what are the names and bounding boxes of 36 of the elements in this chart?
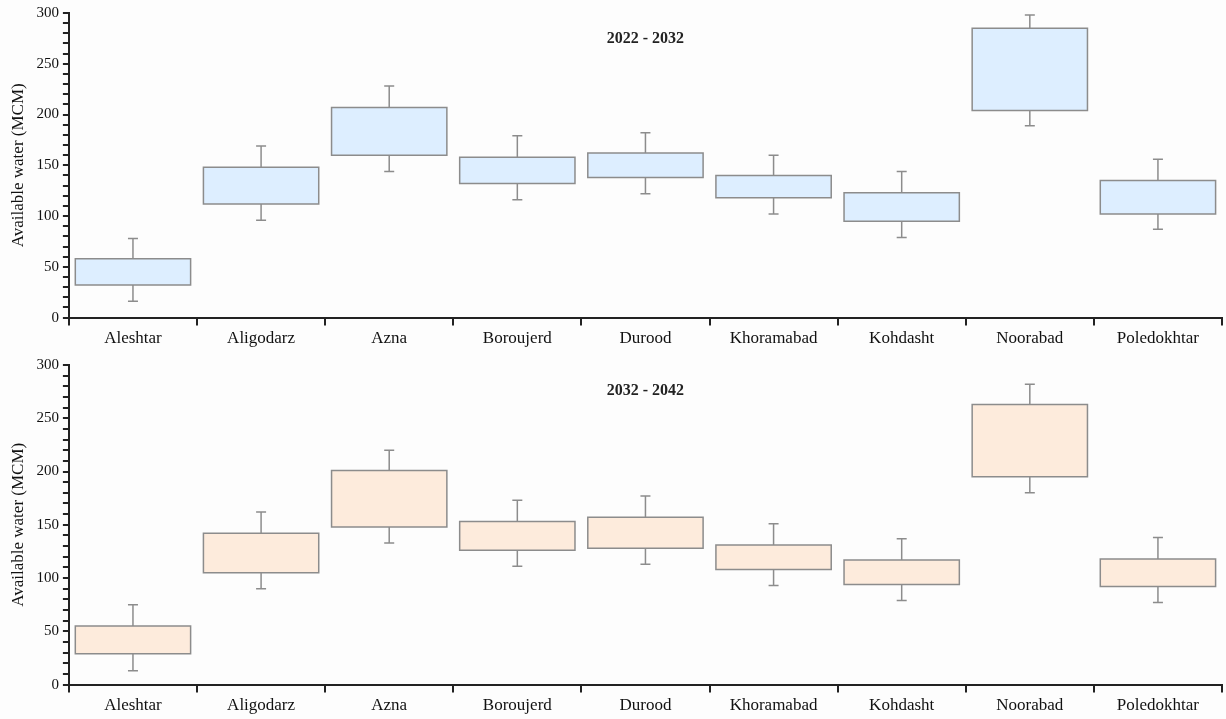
y-tick-label: 50	[43, 622, 59, 639]
y-tick-label: 300	[36, 355, 59, 372]
y-tick-label: 200	[36, 105, 59, 122]
y-tick-label: 100	[36, 569, 59, 585]
y-tick-label: 250	[36, 54, 59, 71]
x-tick-label: Azna	[371, 695, 408, 715]
x-tick-label: Noorabad	[996, 328, 1064, 348]
x-tick-label: Aleshtar	[104, 328, 163, 348]
y-tick-label: 0	[51, 308, 59, 325]
text: 2032 - 2042	[606, 381, 685, 399]
x-tick-label: Khoramabad	[729, 695, 818, 715]
y-axis-title: Available water (MCM)	[7, 83, 27, 248]
y-tick-label: 0	[51, 675, 59, 692]
x-tick-label: Boroujerd	[482, 328, 553, 348]
x-tick-label: Poledokhtar	[1116, 695, 1200, 715]
x-tick-label: Kohdasht	[869, 328, 935, 348]
x-tick-label: Aligodarz	[227, 695, 296, 715]
y-tick-label: 50	[43, 257, 59, 274]
x-tick-label: Poledokhtar	[1116, 328, 1200, 348]
x-tick-label: Durood	[619, 328, 672, 348]
x-tick-label: Kohdasht	[869, 695, 935, 715]
x-tick-label: Noorabad	[996, 695, 1064, 715]
y-tick-label: 100	[36, 207, 59, 223]
y-tick-label: 200	[36, 462, 59, 479]
y-tick-label: 300	[36, 3, 59, 20]
text: 2022 - 2032	[606, 29, 685, 47]
y-tick-label: 250	[36, 409, 59, 426]
x-tick-label: Durood	[619, 695, 672, 715]
y-tick-label: 150	[36, 156, 59, 173]
x-tick-label: Khoramabad	[729, 328, 818, 348]
y-axis-title: Available water (MCM)	[7, 442, 27, 607]
x-tick-label: Aleshtar	[104, 695, 163, 715]
x-tick-label: Azna	[371, 328, 408, 348]
y-tick-label: 150	[36, 515, 59, 532]
x-tick-label: Boroujerd	[482, 695, 553, 715]
x-tick-label: Aligodarz	[227, 328, 296, 348]
